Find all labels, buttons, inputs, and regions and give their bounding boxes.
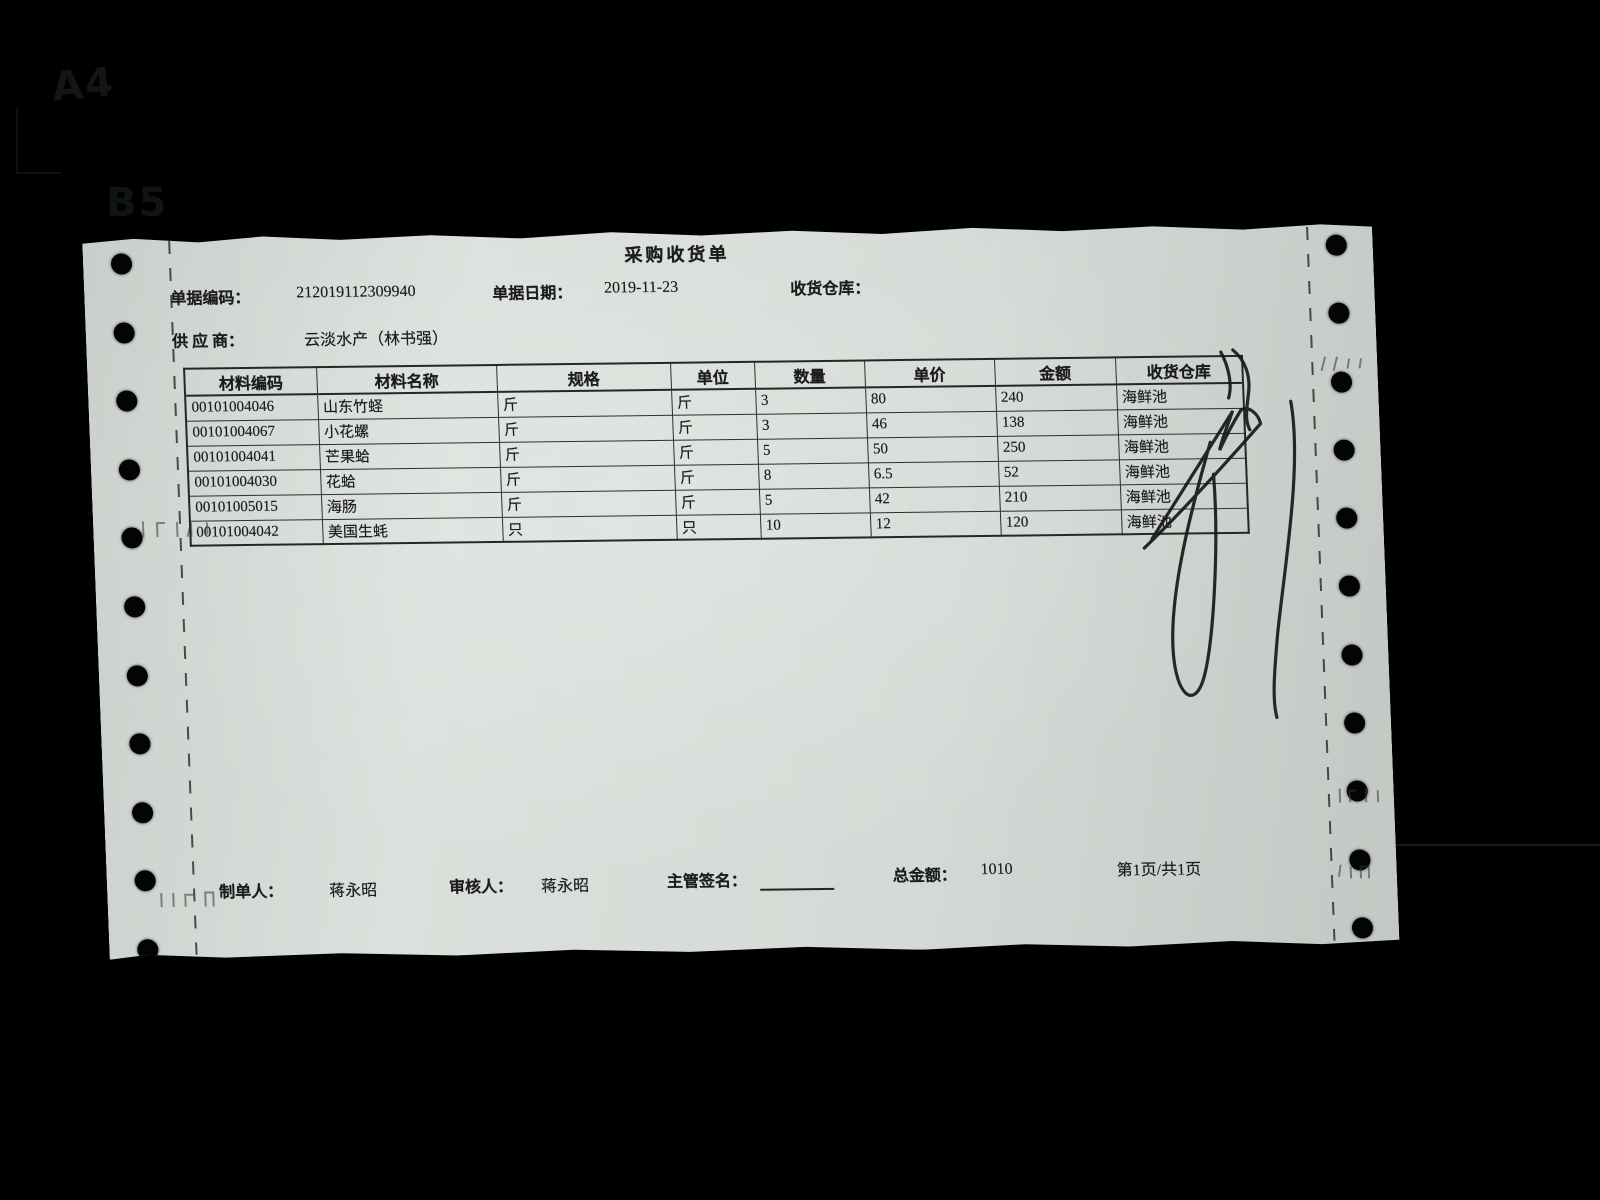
cell-unit-price: 6.5	[868, 461, 999, 488]
cell-unit: 斤	[673, 439, 758, 465]
cell-unit: 斤	[675, 489, 760, 515]
col-header-unit-price: 单价	[864, 359, 995, 388]
receipt-paper: 采购收货单 单据编码： 212019112309940 单据日期： 2019-1…	[82, 222, 1400, 959]
pin-feed-hole	[1333, 439, 1355, 460]
ink-smudge	[1335, 782, 1396, 809]
cell-material-code: 00101004030	[188, 469, 321, 496]
col-header-material-name: 材料名称	[316, 365, 497, 394]
ink-smudge	[157, 884, 268, 915]
cell-material-name: 芒果蛤	[319, 442, 500, 469]
cell-unit-price: 50	[867, 436, 998, 463]
page-info: 第1页/共1页	[1116, 861, 1202, 880]
pin-feed-hole	[126, 665, 148, 686]
total-amount-value: 1010	[980, 860, 1013, 879]
cell-material-name: 山东竹蛏	[317, 392, 498, 419]
pin-feed-hole	[132, 802, 154, 823]
cell-amount: 120	[1000, 509, 1122, 535]
pin-feed-hole	[1341, 644, 1363, 665]
pin-feed-hole	[1325, 235, 1347, 256]
col-header-quantity: 数量	[754, 360, 865, 388]
pin-feed-hole	[1336, 508, 1358, 529]
cell-spec: 斤	[499, 440, 674, 467]
maker-value: 蒋永昭	[328, 882, 378, 901]
doc-date-label: 单据日期：	[492, 285, 573, 303]
platen-corner-mark	[16, 108, 62, 174]
cell-spec: 斤	[500, 465, 675, 492]
supplier-label: 供 应 商：	[171, 333, 245, 351]
cell-material-code: 00101005015	[189, 494, 322, 521]
cell-unit-price: 80	[865, 386, 996, 413]
pin-feed-hole	[119, 459, 141, 480]
receiving-warehouse-label: 收货仓库：	[789, 280, 871, 299]
col-header-spec: 规格	[496, 363, 671, 392]
cell-spec: 斤	[497, 390, 672, 417]
col-header-unit: 单位	[670, 362, 755, 390]
document-title: 采购收货单	[623, 244, 730, 266]
cell-material-code: 00101004067	[186, 419, 319, 446]
pin-feed-hole	[1338, 576, 1360, 597]
pin-feed-hole	[1344, 712, 1366, 733]
cell-amount: 52	[998, 459, 1120, 485]
cell-unit: 斤	[672, 414, 757, 440]
doc-code-label: 单据编码：	[170, 289, 251, 308]
pin-feed-hole	[137, 939, 159, 960]
doc-date-value: 2019-11-23	[603, 278, 679, 297]
supplier-value: 云淡水产（林书强）	[303, 330, 449, 350]
cell-unit: 斤	[671, 389, 756, 415]
total-amount-label: 总金额：	[892, 867, 958, 886]
platen-size-mark-a4: A4	[50, 59, 117, 111]
cell-amount: 250	[997, 434, 1119, 460]
maker-label: 制单人：	[218, 883, 284, 902]
cell-quantity: 3	[755, 387, 866, 413]
signature-blank-line	[760, 888, 834, 891]
pin-feed-hole	[134, 870, 156, 891]
cell-quantity: 10	[760, 512, 871, 538]
ink-smudge	[137, 512, 248, 543]
auditor-label: 审核人：	[448, 878, 514, 897]
pin-feed-hole	[1328, 303, 1350, 324]
cell-material-name: 小花螺	[318, 417, 499, 444]
cell-quantity: 5	[759, 487, 870, 513]
pin-feed-holes-left	[111, 253, 159, 960]
cell-material-name: 海肠	[321, 492, 502, 519]
cell-amount: 138	[996, 409, 1118, 435]
cell-unit-price: 42	[869, 486, 1000, 513]
cell-amount: 240	[995, 384, 1117, 410]
ink-smudge	[1334, 858, 1395, 885]
items-table: 材料编码 材料名称 规格 单位 数量 单价 金额 收货仓库 0010100404…	[183, 355, 1250, 547]
cell-material-name: 美国生蚝	[322, 517, 503, 544]
pin-feed-hole	[129, 733, 151, 754]
cell-unit: 只	[676, 514, 761, 540]
cell-material-code: 00101004042	[190, 519, 323, 546]
cell-unit-price: 12	[870, 511, 1001, 538]
cell-quantity: 3	[756, 412, 867, 438]
pin-feed-hole	[124, 596, 146, 617]
cell-unit-price: 46	[866, 411, 997, 438]
pin-feed-hole	[116, 391, 138, 412]
cell-quantity: 8	[758, 462, 869, 488]
pin-feed-hole	[111, 253, 133, 274]
cell-material-code: 00101004041	[187, 444, 320, 471]
cell-material-name: 花蛤	[320, 467, 501, 494]
cell-spec: 斤	[498, 415, 673, 442]
cell-quantity: 5	[757, 437, 868, 463]
cell-unit: 斤	[674, 464, 759, 490]
doc-code-value: 212019112309940	[295, 282, 416, 302]
cell-material-code: 00101004046	[185, 394, 318, 421]
col-header-amount: 金额	[994, 357, 1116, 385]
col-header-material-code: 材料编码	[184, 367, 317, 396]
cell-amount: 210	[999, 484, 1121, 510]
cell-spec: 只	[502, 515, 677, 542]
ink-smudge	[1317, 350, 1378, 377]
pin-feed-hole	[1352, 917, 1374, 938]
platen-size-mark-b5: B5	[106, 180, 169, 226]
platen-edge-line	[1388, 844, 1600, 846]
supervisor-signature-label: 主管签名：	[666, 872, 748, 891]
pin-feed-holes-right	[1325, 235, 1373, 939]
signature-scrawl	[1116, 341, 1331, 733]
pin-feed-hole	[113, 322, 135, 343]
auditor-value: 蒋永昭	[540, 877, 590, 896]
cell-spec: 斤	[501, 490, 676, 517]
